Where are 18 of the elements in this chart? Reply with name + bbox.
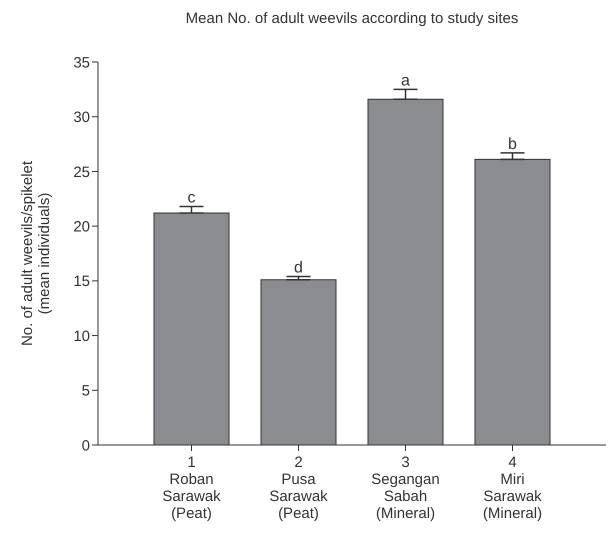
y-tick-label: 15 (73, 273, 90, 290)
annotation: b (508, 136, 518, 153)
annotation: d (294, 259, 303, 276)
y-tick-label: 30 (73, 109, 90, 126)
y-tick-label: 10 (73, 328, 90, 345)
y-tick-label: 0 (82, 437, 90, 454)
annotation: a (401, 72, 410, 90)
x-tick-label: 4 Miri Sarawak (Mineral) (482, 454, 542, 522)
x-tick-label: 1 Roban Sarawak (Peat) (162, 454, 222, 522)
x-tick-label: 2 Pusa Sarawak (Peat) (269, 454, 328, 522)
y-axis-title: No. of adult weevils/spikelet (mean individuals) (19, 160, 53, 346)
y-tick-label: 20 (73, 218, 90, 236)
y-tick-label: 5 (82, 382, 90, 400)
y-tick-label: 25 (73, 164, 90, 181)
y-tick-label: 35 (73, 54, 90, 72)
x-tick-label: 3 Segangan Sabah (Mineral) (371, 454, 440, 522)
chart-title: Mean No. of adult weevils according to study sites (184, 10, 520, 29)
annotation: c (188, 189, 196, 206)
